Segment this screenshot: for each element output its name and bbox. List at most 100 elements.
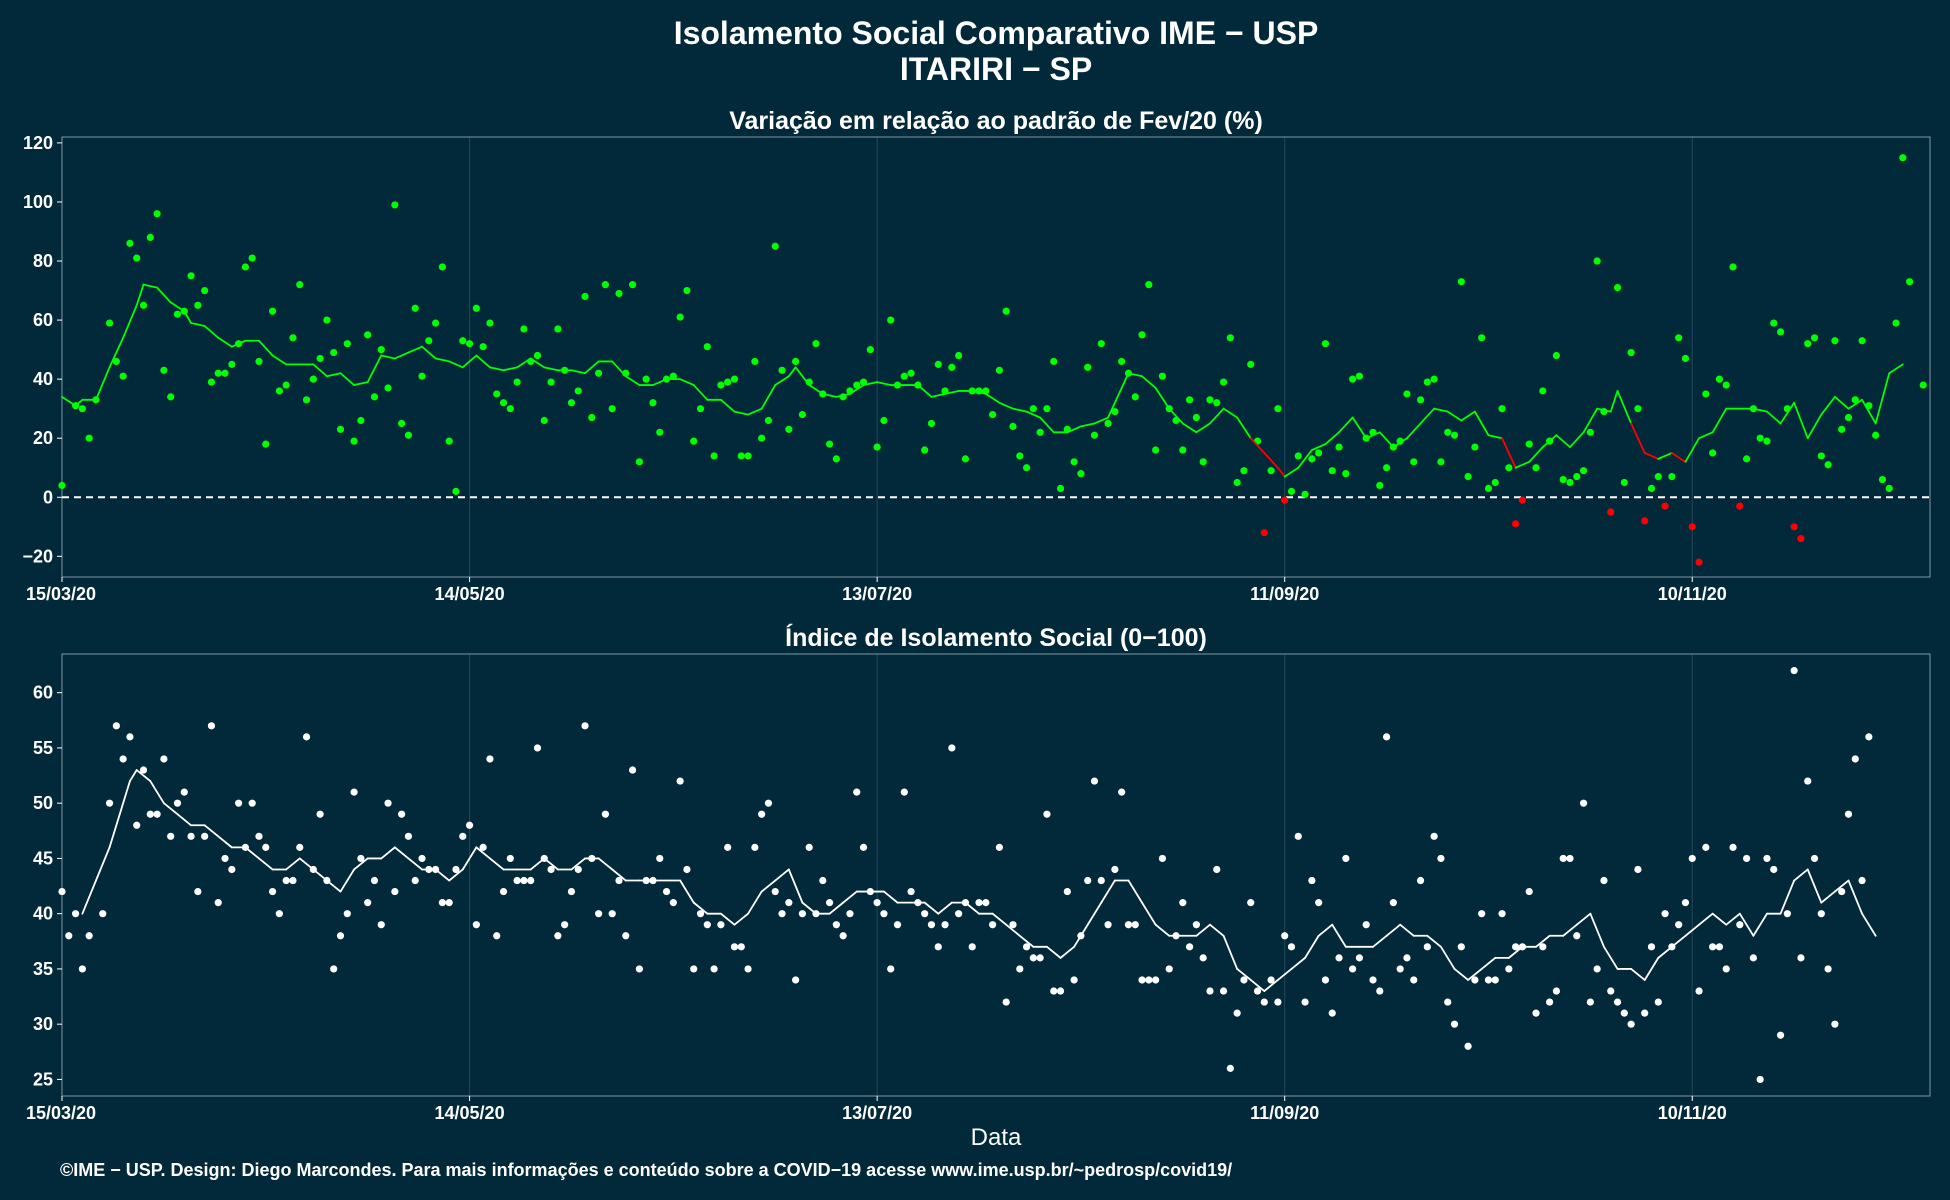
panel-frame — [61, 653, 1931, 1097]
data-point — [995, 366, 1003, 374]
trend-line-segment — [1861, 398, 1877, 425]
data-point — [1600, 876, 1608, 885]
trend-line-segment — [1698, 912, 1714, 926]
data-point — [1444, 998, 1452, 1006]
trend-line-segment — [679, 378, 695, 386]
data-point — [316, 354, 324, 363]
trend-line-segment — [475, 846, 491, 860]
trend-line-segment — [543, 366, 559, 372]
data-point — [1722, 381, 1730, 389]
data-point — [493, 932, 501, 940]
data-point — [574, 387, 582, 395]
data-point — [1281, 932, 1289, 940]
data-point — [1206, 396, 1214, 404]
data-point — [1546, 998, 1554, 1006]
data-point — [744, 452, 752, 460]
data-point — [214, 369, 222, 377]
data-point — [1118, 357, 1126, 366]
trend-line-segment — [801, 901, 817, 915]
data-point — [764, 416, 773, 425]
data-point — [255, 357, 263, 366]
data-point — [1525, 440, 1533, 448]
trend-line-segment — [1025, 410, 1042, 419]
trend-line-segment — [597, 857, 614, 871]
data-point — [1756, 1075, 1764, 1084]
trend-line-segment — [1236, 968, 1252, 981]
data-point — [1328, 1009, 1336, 1017]
data-point — [275, 387, 283, 395]
trend-line-segment — [1779, 879, 1796, 915]
data-point — [567, 399, 576, 407]
data-point — [1505, 965, 1513, 973]
trend-line-segment — [1310, 443, 1327, 451]
data-point — [1715, 943, 1724, 951]
data-point — [1559, 854, 1567, 863]
data-point — [1199, 458, 1207, 466]
data-point — [642, 375, 650, 383]
data-point — [268, 307, 277, 315]
trend-line-segment — [1888, 363, 1904, 375]
data-point — [1070, 976, 1078, 984]
trend-line-segment — [95, 366, 111, 401]
trend-line-segment — [1372, 934, 1388, 948]
data-point — [724, 378, 732, 386]
trend-line-segment — [1589, 912, 1605, 948]
trend-line-segment — [169, 301, 186, 313]
data-point — [323, 316, 331, 324]
data-point — [798, 410, 807, 419]
data-point — [452, 865, 460, 874]
data-point — [112, 357, 120, 366]
chart-title: Isolamento Social Comparativo IME − USP — [674, 15, 1319, 51]
trend-line-segment — [448, 868, 464, 882]
data-point — [330, 965, 338, 973]
data-point — [173, 799, 182, 807]
data-point — [934, 943, 942, 951]
data-point — [126, 733, 134, 741]
trend-line-segment — [1725, 912, 1741, 926]
data-point — [1124, 921, 1133, 929]
data-point — [1016, 452, 1024, 460]
data-point — [1709, 449, 1717, 457]
data-point — [364, 899, 372, 907]
data-point — [187, 832, 195, 840]
data-point — [146, 810, 154, 818]
data-point — [581, 722, 589, 730]
data-point — [1247, 899, 1255, 907]
x-tick-label: 11/09/20 — [1250, 584, 1319, 604]
data-point — [1906, 278, 1914, 286]
data-point — [1899, 154, 1907, 162]
trend-line-segment — [448, 360, 464, 369]
data-point — [248, 254, 256, 262]
data-point — [1389, 899, 1397, 907]
data-point — [1783, 910, 1791, 918]
trend-line-segment — [1012, 407, 1028, 413]
data-point — [1308, 876, 1316, 885]
trend-line-segment — [1575, 912, 1592, 926]
data-point — [662, 887, 671, 896]
data-point — [493, 390, 501, 398]
data-point — [1505, 464, 1513, 472]
trend-line-segment — [916, 384, 933, 398]
data-point — [1838, 425, 1846, 433]
data-point — [1851, 755, 1859, 763]
trend-line-segment — [489, 366, 505, 372]
data-point — [1681, 899, 1690, 907]
trend-line-segment — [1711, 912, 1728, 926]
trend-line-segment — [1630, 422, 1646, 454]
x-tick-label: 10/11/20 — [1658, 1103, 1727, 1123]
data-point — [955, 910, 963, 918]
data-point — [180, 788, 188, 796]
trend-line-segment — [122, 780, 131, 805]
data-point — [859, 843, 868, 851]
trend-line-segment — [326, 879, 342, 893]
data-point — [1219, 378, 1228, 386]
data-point — [133, 821, 141, 829]
data-point — [445, 437, 453, 445]
data-point — [1810, 854, 1819, 863]
data-point — [1315, 449, 1323, 457]
trend-line-segment — [1711, 407, 1728, 434]
data-point — [302, 733, 311, 741]
data-point — [1342, 854, 1350, 863]
data-point — [1688, 854, 1696, 863]
data-point — [248, 799, 256, 807]
